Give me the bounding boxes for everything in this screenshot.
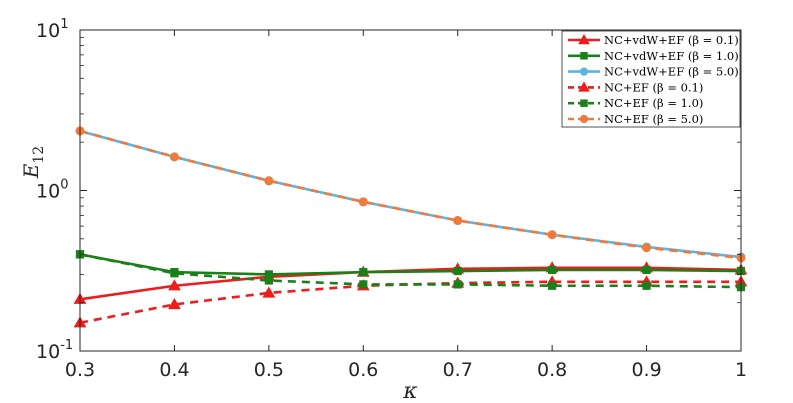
data-point [168,279,181,291]
legend-marker [579,114,589,124]
data-point [359,280,368,289]
legend-entry: NC+EF (β = 5.0) [568,112,703,126]
legend-items: NC+vdW+EF (β = 0.1) NC+vdW+EF (β = 1.0) NC… [568,33,739,126]
data-point [264,276,273,285]
legend-marker [578,34,590,45]
data-point [262,286,276,298]
y-tick-exponent: 0 [60,178,68,193]
series-line [79,280,741,325]
data-point [168,297,181,310]
series-line [79,253,742,289]
data-point [453,266,462,276]
y-tick-exponent: 1 [60,17,68,32]
x-tick-label: 0.4 [159,359,189,381]
x-tick-label: 0.6 [348,359,378,381]
data-point [548,265,557,275]
x-tick-label: 0.9 [631,359,661,381]
legend-marker [580,99,588,107]
legend-marker [580,52,588,60]
y-tick-label: 101 [36,17,68,42]
y-axis-label-main: E [19,163,43,179]
legend-marker [578,81,590,92]
series-line [79,253,742,276]
data-point [642,265,651,275]
series-6 [75,126,746,263]
legend-marker [579,67,589,76]
legend-entry: NC+vdW+EF (β = 1.0) [568,49,739,63]
data-point [359,268,368,277]
x-axis-label: κ [402,379,418,403]
data-point [169,152,179,162]
x-tick-label: 0.5 [254,359,284,381]
y-axis-label: E12 [19,146,47,179]
data-point [453,280,462,289]
legend-label: NC+EF (β = 1.0) [604,96,703,110]
y-tick-label: 10-1 [36,338,73,363]
series-line [79,129,742,260]
legend-entry: NC+vdW+EF (β = 0.1) [568,33,739,47]
legend-entry: NC+vdW+EF (β = 5.0) [568,65,739,79]
legend-label: NC+vdW+EF (β = 0.1) [604,33,739,47]
data-point [642,281,651,290]
data-point [642,243,652,253]
legend: NC+vdW+EF (β = 0.1) NC+vdW+EF (β = 1.0) NC… [561,30,741,128]
legend-label: NC+vdW+EF (β = 1.0) [604,49,739,63]
legend-entry: NC+EF (β = 1.0) [568,96,703,110]
data-point [170,269,179,278]
y-tick-exponent: -1 [60,338,73,353]
series-layer [73,126,748,328]
x-tick-label: 1 [735,359,747,381]
data-point [264,176,274,186]
x-tick-label: 0.8 [537,359,567,381]
legend-label: NC+vdW+EF (β = 5.0) [604,65,739,79]
legend-box [561,30,741,128]
data-point [548,281,557,290]
legend-entry: NC+EF (β = 0.1) [568,80,703,94]
legend-label: NC+EF (β = 5.0) [604,112,703,126]
legend-label: NC+EF (β = 0.1) [604,80,703,94]
data-point [358,197,368,207]
y-tick-label: 100 [36,178,68,203]
data-point [453,216,463,226]
y-axis-label-subscript: 12 [31,146,47,164]
data-point [547,230,557,240]
x-tick-label: 0.3 [65,359,95,381]
x-tick-label: 0.7 [443,359,473,381]
